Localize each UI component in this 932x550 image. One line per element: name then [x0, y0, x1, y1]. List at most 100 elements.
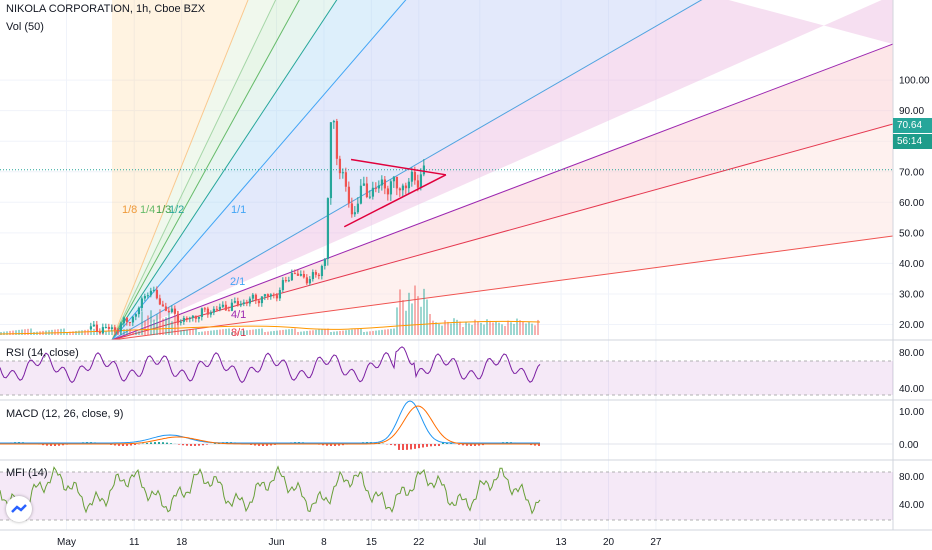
candle-body [137, 307, 141, 315]
macd-histogram-bar [402, 444, 404, 450]
volume-bar [507, 320, 509, 335]
volume-bar [252, 329, 254, 335]
tradingview-logo-button[interactable] [6, 496, 32, 522]
volume-bar [408, 292, 410, 335]
time-tick-label: 11 [129, 537, 140, 548]
gann-fan-label: 4/1 [231, 309, 246, 321]
volume-bar [423, 288, 425, 335]
volume-bar [459, 321, 461, 335]
countdown-badge: 56:14 [893, 134, 932, 149]
candle-body [185, 317, 189, 319]
macd-histogram-bar [406, 444, 408, 450]
macd-histogram-bar [178, 444, 180, 445]
macd-signal-line [0, 405, 540, 445]
macd-histogram-bar [474, 444, 476, 446]
volume-bar [243, 330, 245, 335]
candle-body [311, 272, 315, 280]
volume-bar [18, 329, 20, 335]
candle-body [365, 183, 369, 198]
volume-bar [3, 331, 5, 335]
rsi-tick-label: 80.00 [899, 348, 924, 359]
candle-body [275, 295, 279, 299]
candle-body [314, 272, 318, 275]
candle-body [122, 317, 126, 324]
macd-histogram-bar [342, 444, 344, 446]
volume-bar [165, 317, 167, 335]
candle-body [287, 280, 291, 282]
candle-body [410, 171, 414, 182]
volume-bar [87, 329, 89, 335]
volume-bar [201, 331, 203, 335]
macd-histogram-bar [442, 442, 444, 444]
volume-bar [318, 329, 320, 335]
macd-histogram-bar [194, 444, 196, 446]
candle-body [218, 306, 222, 310]
volume-bar [321, 329, 323, 335]
mfi-tick-label: 40.00 [899, 500, 924, 511]
candle-body [281, 280, 285, 291]
volume-bar [522, 321, 524, 335]
candle-body [134, 314, 138, 317]
macd-histogram-bar [182, 444, 184, 446]
candle-body [119, 323, 123, 332]
volume-bar [417, 296, 419, 335]
rsi-band [0, 361, 893, 395]
gann-fan-label: 1/2 [169, 204, 184, 216]
macd-histogram-bar [530, 444, 532, 446]
candle-body [389, 181, 393, 195]
volume-bar [219, 329, 221, 335]
last-price-badge: 70.64 [893, 118, 932, 133]
candle-body [254, 294, 258, 301]
volume-bar [183, 329, 185, 335]
macd-tick-label: 0.00 [899, 440, 919, 451]
volume-bar [336, 331, 338, 335]
candle-body [386, 188, 390, 195]
price-tick-label: 90.00 [899, 106, 924, 117]
price-tick-label: 50.00 [899, 228, 924, 239]
candle-body [152, 289, 156, 291]
candle-body [371, 187, 375, 197]
volume-bar [309, 330, 311, 335]
candle-body [206, 308, 210, 315]
volume-bar [399, 289, 401, 335]
volume-bar [282, 329, 284, 335]
volume-bar [372, 330, 374, 335]
macd-histogram-bar [270, 444, 272, 446]
volume-bar [315, 329, 317, 335]
gann-fan-line [111, 0, 338, 341]
volume-bar [138, 331, 140, 335]
volume-bar [237, 331, 239, 335]
volume-bar [429, 314, 431, 335]
volume-bar [27, 328, 29, 335]
volume-bar [267, 331, 269, 335]
price-tick-label: 40.00 [899, 259, 924, 270]
volume-bar [228, 328, 230, 335]
macd-histogram-bar [338, 444, 340, 446]
volume-bar [285, 329, 287, 335]
candle-body [335, 121, 339, 159]
volume-bar [111, 330, 113, 335]
macd-label: MACD (12, 26, close, 9) [6, 408, 124, 420]
candle-body [308, 279, 312, 284]
candle-body [251, 294, 255, 299]
candle-body [269, 294, 273, 297]
volume-bar [60, 328, 62, 335]
volume-bar [84, 329, 86, 335]
candle-body [110, 327, 114, 329]
macd-histogram-bar [130, 444, 132, 446]
volume-bar [519, 320, 521, 335]
candle-body [233, 301, 237, 303]
triangle-line [343, 174, 447, 228]
candle-body [347, 186, 351, 204]
volume-bar [300, 331, 302, 335]
triangle-line [350, 158, 447, 176]
price-axis [893, 0, 932, 550]
volume-bar [9, 330, 11, 335]
chart-title: NIKOLA CORPORATION, 1h, Cboe BZX [6, 3, 206, 15]
time-tick-label: Jul [473, 537, 486, 548]
candle-body [293, 273, 297, 275]
candle-body [362, 183, 366, 186]
candle-body [341, 172, 345, 174]
macd-histogram-bar [398, 444, 400, 450]
